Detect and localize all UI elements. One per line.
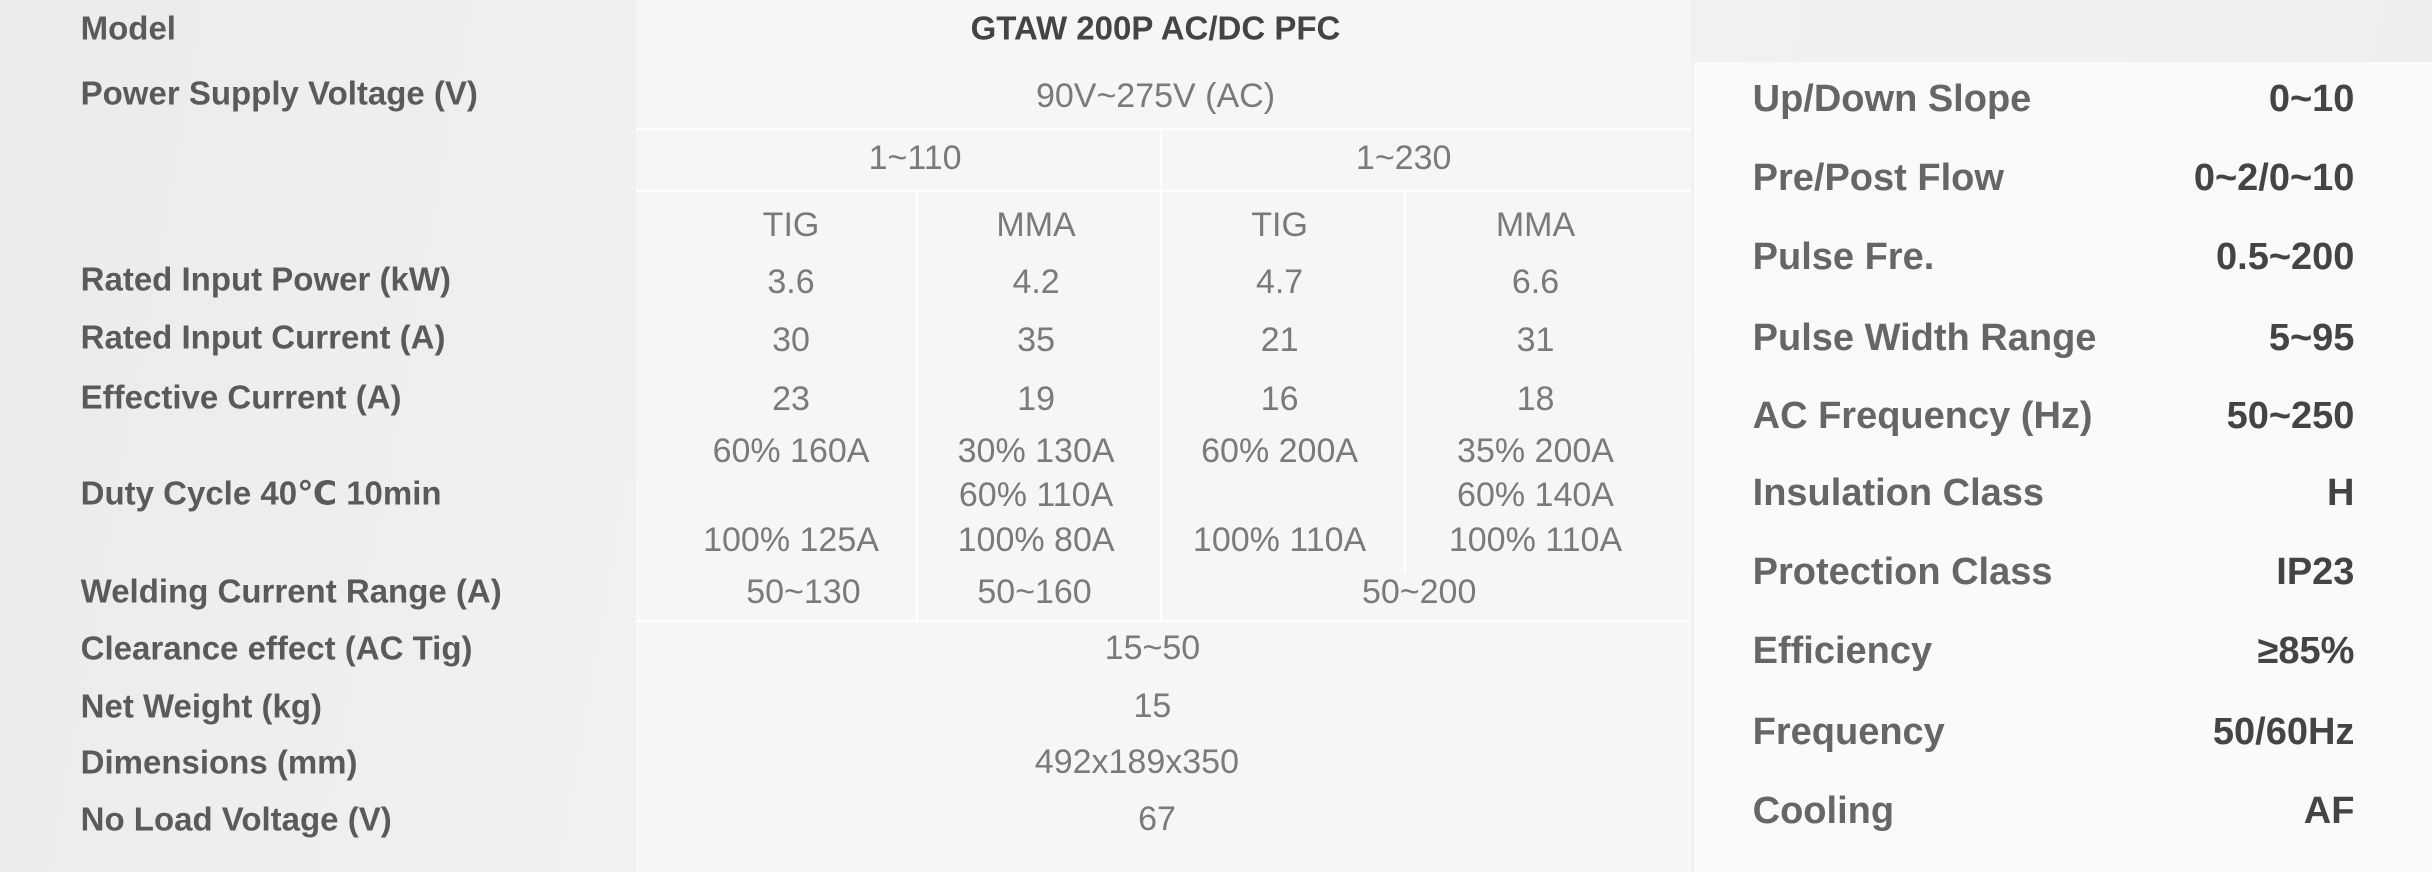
- cell: 15~50: [1104, 629, 1201, 668]
- model-name: GTAW 200P AC/DC PFC: [970, 9, 1341, 47]
- cell: 100% 110A: [1448, 520, 1623, 559]
- cell: 23: [772, 379, 810, 418]
- cell: 67: [1138, 799, 1176, 838]
- row-label: No Load Voltage (V): [80, 800, 392, 838]
- phase-header: 1~230: [1355, 139, 1452, 178]
- cell: 90V~275V (AC): [1035, 77, 1276, 116]
- row-label: Rated Input Power (kW): [80, 260, 451, 298]
- mode-header: MMA: [1495, 205, 1576, 244]
- cell: 6.6: [1511, 263, 1560, 302]
- row-label: Duty Cycle 40℃ 10min: [80, 474, 442, 512]
- spec-value: IP23: [2276, 551, 2355, 594]
- cell: 35: [1017, 320, 1055, 359]
- spec-label: Insulation Class: [1752, 472, 2045, 515]
- mode-header: MMA: [996, 205, 1076, 244]
- spec-value: 50~250: [2226, 394, 2355, 437]
- cell: 492x189x350: [1034, 742, 1239, 781]
- phase-header: 1~110: [868, 139, 962, 178]
- cell: 100% 80A: [957, 520, 1115, 559]
- center-panel: [636, 0, 1691, 872]
- row-label: Effective Current (A): [80, 378, 402, 416]
- row-label: Net Weight (kg): [80, 687, 323, 725]
- spec-value: H: [2326, 472, 2355, 515]
- spec-label: Pulse Width Range: [1752, 317, 2097, 360]
- cell: 19: [1017, 379, 1055, 418]
- cell: 60% 200A: [1201, 432, 1359, 471]
- cell: 50~200: [1361, 573, 1477, 612]
- cell: 50~130: [746, 573, 861, 612]
- right-panel: [1694, 62, 2432, 872]
- rule: [916, 192, 918, 620]
- spec-value: 50/60Hz: [2212, 711, 2355, 754]
- spec-label: Efficiency: [1752, 630, 1933, 673]
- cell: 21: [1260, 320, 1299, 359]
- spec-label: Frequency: [1752, 711, 1945, 754]
- spec-label: Up/Down Slope: [1752, 78, 2032, 121]
- row-label: Welding Current Range (A): [80, 572, 502, 610]
- cell: 30% 130A: [957, 432, 1115, 471]
- row-label: Model: [80, 9, 176, 47]
- cell: 4.2: [1012, 263, 1060, 302]
- cell: 100% 110A: [1192, 520, 1367, 559]
- row-label: Rated Input Current (A): [80, 318, 446, 356]
- row-label: Power Supply Voltage (V): [80, 74, 478, 112]
- spec-label: AC Frequency (Hz): [1752, 394, 2093, 437]
- spec-value: ≥85%: [2257, 630, 2355, 673]
- row-label: Dimensions (mm): [80, 743, 358, 781]
- row-label: Clearance effect (AC Tig): [80, 629, 473, 667]
- spec-label: Pulse Fre.: [1752, 236, 1935, 279]
- cell: 50~160: [977, 573, 1092, 612]
- rule: [636, 620, 1691, 622]
- mode-header: TIG: [1251, 205, 1308, 244]
- cell: 4.7: [1255, 263, 1304, 302]
- cell: 16: [1260, 379, 1299, 418]
- spec-value: AF: [2303, 790, 2355, 833]
- spec-label: Pre/Post Flow: [1752, 157, 2004, 200]
- cell: 15: [1133, 686, 1172, 725]
- cell: 30: [772, 320, 810, 359]
- cell: 60% 160A: [712, 432, 870, 471]
- spec-value: 5~95: [2268, 317, 2355, 360]
- cell: 18: [1516, 379, 1555, 418]
- spec-value: 0.5~200: [2216, 236, 2355, 279]
- cell: 31: [1516, 320, 1555, 359]
- rule: [636, 128, 1691, 130]
- cell: 60% 110A: [958, 475, 1114, 514]
- cell: 60% 140A: [1457, 475, 1614, 514]
- spec-label: Cooling: [1752, 790, 1895, 833]
- rule: [636, 190, 1691, 192]
- spec-value: 0~2/0~10: [2193, 157, 2355, 200]
- spec-value: 0~10: [2268, 78, 2355, 121]
- cell: 35% 200A: [1457, 432, 1614, 471]
- cell: 100% 125A: [703, 520, 879, 559]
- spec-label: Protection Class: [1752, 551, 2053, 594]
- cell: 3.6: [767, 263, 815, 302]
- rule: [1404, 192, 1406, 572]
- rule: [1160, 130, 1162, 620]
- mode-header: TIG: [762, 205, 820, 244]
